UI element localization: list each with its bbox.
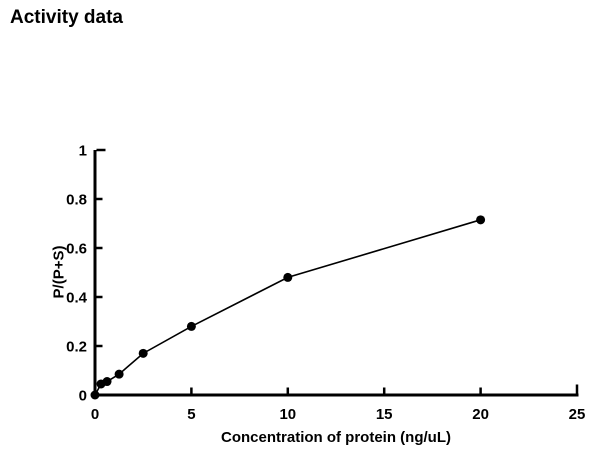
x-tick-label: 5 <box>187 406 195 423</box>
y-axis-title: P/(P+S) <box>50 245 68 299</box>
data-point <box>476 215 486 225</box>
data-point <box>283 272 293 282</box>
data-point <box>138 348 148 358</box>
y-tick-label: 0 <box>79 388 87 405</box>
data-point <box>102 377 112 387</box>
x-tick-label: 10 <box>279 406 296 423</box>
y-tick-label: 0.8 <box>66 192 87 209</box>
x-tick-label: 15 <box>376 406 393 423</box>
y-tick-label: 0.4 <box>66 290 88 307</box>
x-axis-title: Concentration of protein (ng/uL) <box>221 429 451 446</box>
y-tick-label: 0.6 <box>66 241 87 258</box>
data-point <box>186 321 196 331</box>
data-line <box>94 219 481 396</box>
x-tick-label: 0 <box>91 406 99 423</box>
x-tick-label: 25 <box>569 406 586 423</box>
data-point <box>90 390 100 400</box>
y-tick-label: 0.2 <box>66 339 87 356</box>
y-tick-label: 1 <box>79 143 87 160</box>
data-point <box>114 369 124 379</box>
x-tick-label: 20 <box>472 406 489 423</box>
chart-title: Activity data <box>10 7 123 28</box>
